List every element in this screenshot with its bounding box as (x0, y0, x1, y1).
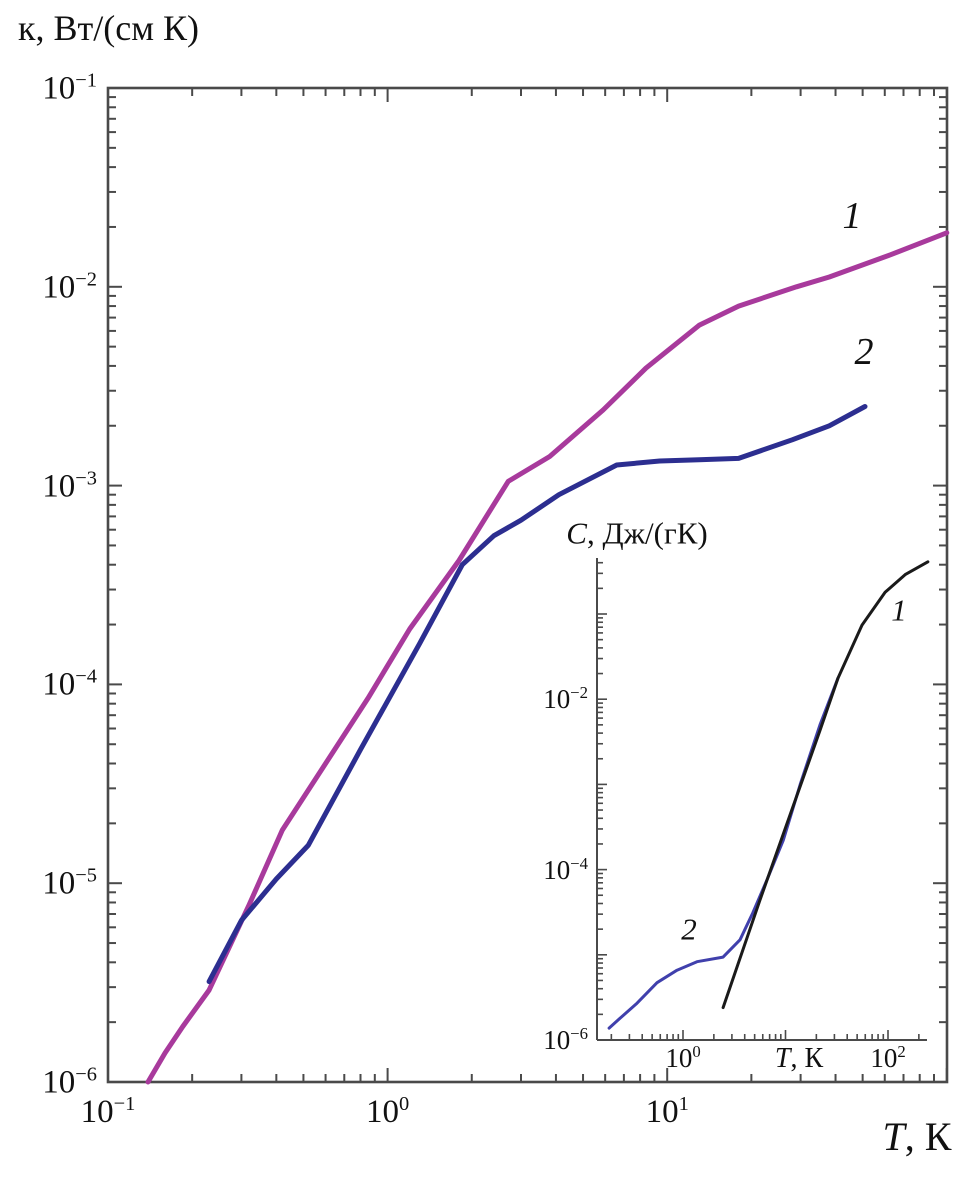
inset-y-tick-label: 10−6 (543, 1024, 588, 1055)
inset-x-axis-title-unit: , К (790, 1043, 824, 1074)
inset-x-axis-title-symbol: T (774, 1043, 791, 1074)
main-plot-frame (106, 86, 949, 1084)
main-curve-1 (145, 230, 950, 1085)
y-tick-label: 10−6 (42, 1063, 97, 1101)
curve-label-1: 1 (842, 195, 862, 237)
inset-curve-2 (607, 676, 840, 1030)
inset-x-tick-label: 100 (665, 1042, 701, 1073)
y-axis-title: к, Вт/(см К) (18, 8, 199, 48)
x-tick-label: 101 (645, 1093, 689, 1130)
y-tick-label: 10−3 (42, 467, 97, 505)
y-tick-label: 10−5 (42, 864, 97, 902)
inset-curve-1 (721, 560, 930, 1010)
x-axis-title-unit: , К (904, 1114, 952, 1159)
inset-axes (596, 558, 927, 1041)
inset-title-unit: , Дж/(гК) (586, 515, 708, 551)
curve-label-2: 2 (854, 331, 874, 373)
x-axis-title-symbol: T (882, 1114, 905, 1159)
main-axis-ticks (107, 87, 948, 1083)
x-tick-label: 100 (365, 1093, 410, 1130)
inset-axis-ticks (597, 561, 920, 1041)
y-tick-label: 10−2 (42, 268, 97, 306)
inset-x-tick-label: 102 (870, 1042, 906, 1073)
y-tick-label: 10−4 (42, 665, 97, 703)
inset-title-symbol: C (566, 515, 587, 551)
inset-x-axis-title: T, К (775, 1045, 823, 1073)
inset-curve-label-1: 1 (891, 592, 907, 628)
main-curve-2 (206, 404, 868, 985)
inset-y-tick-label: 10−4 (543, 853, 588, 885)
inset-curve-label-2: 2 (681, 911, 697, 947)
x-axis-title: T, К (883, 1117, 952, 1157)
inset-y-tick-label: 10−2 (543, 683, 588, 715)
x-tick-label: 10−1 (80, 1093, 136, 1130)
inset-title: C, Дж/(гК) (566, 518, 707, 549)
y-tick-label: 10−1 (42, 69, 97, 107)
